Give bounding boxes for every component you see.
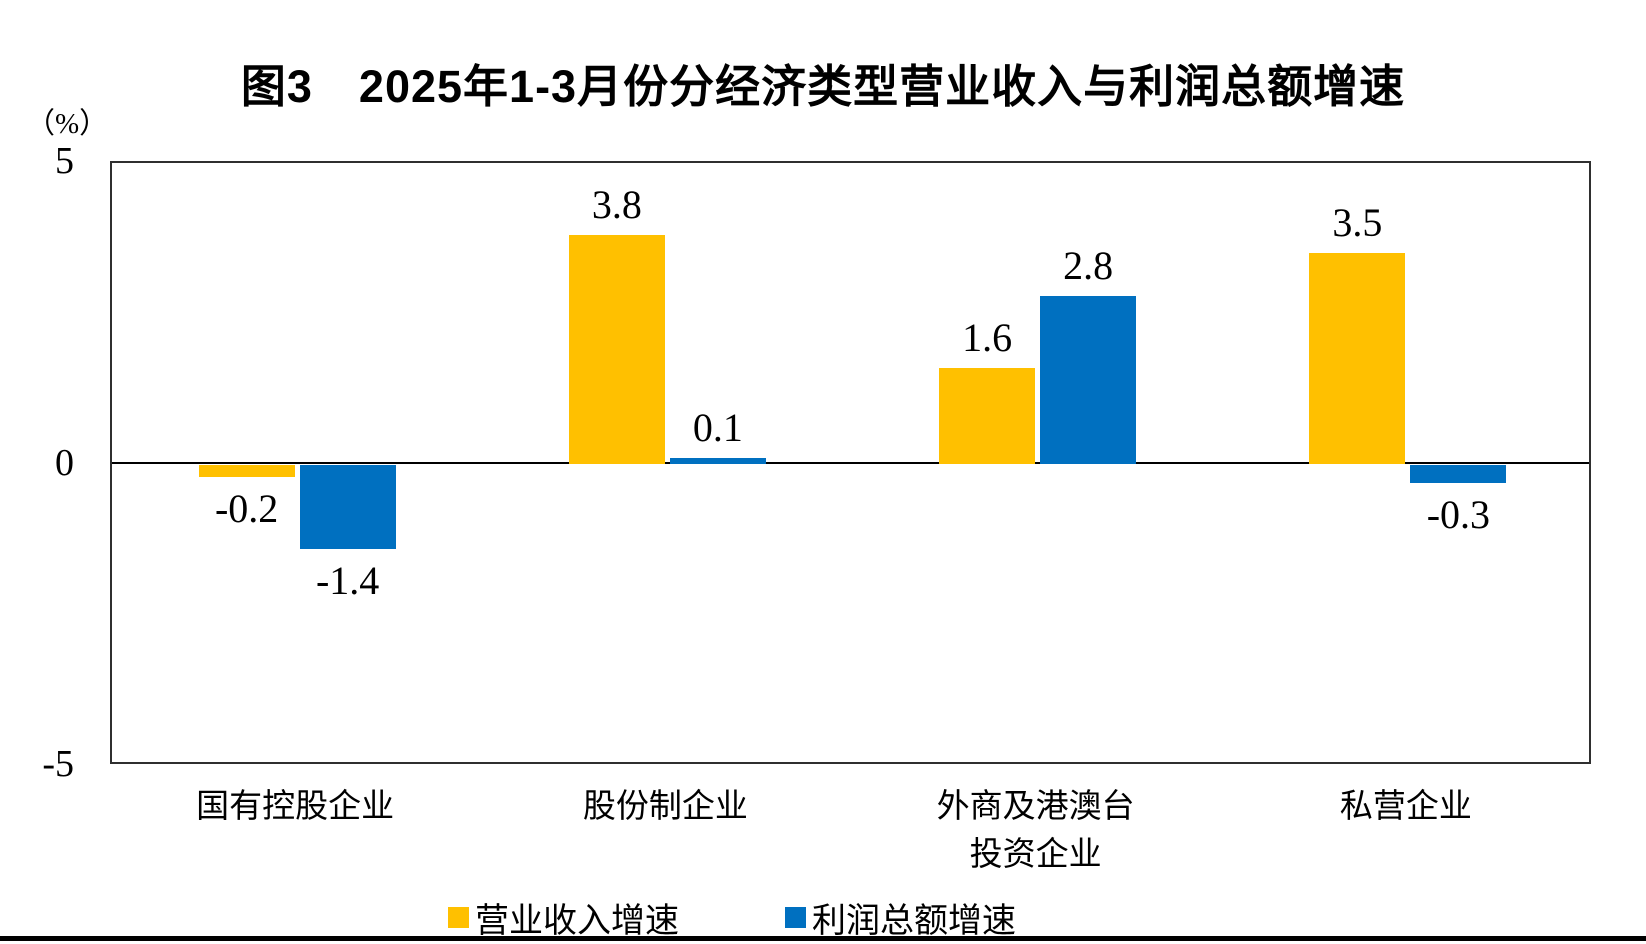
legend-color-swatch-icon <box>785 907 806 928</box>
plot-area: -0.2 3.8 1.6 3.5 -1.4 0.1 2.8 -0.3 <box>110 161 1591 764</box>
x-category-label: 外商及港澳台 投资企业 <box>936 789 1135 873</box>
bar-value-label: 0.1 <box>692 405 743 451</box>
x-category-label: 私营企业 <box>1339 789 1472 825</box>
bottom-border-line <box>0 936 1646 941</box>
bar-value-label: 3.8 <box>591 182 642 228</box>
legend-color-swatch-icon <box>448 907 469 928</box>
bar-total-profit-growth <box>1040 295 1137 465</box>
bar-total-profit-growth <box>1410 464 1507 483</box>
bar-operating-revenue-growth <box>939 368 1036 465</box>
legend: 营业收入增速 利润总额增速 <box>448 893 1016 942</box>
bar-value-label: 2.8 <box>1063 242 1114 288</box>
x-category-label: 股份制企业 <box>582 789 748 825</box>
legend-item-operating-revenue-growth: 营业收入增速 <box>448 893 679 942</box>
y-axis-unit-label: （%） <box>26 108 109 140</box>
bar-operating-revenue-growth <box>1309 253 1406 465</box>
y-tick-label: 0 <box>55 441 74 484</box>
bar-value-label: -1.4 <box>315 557 380 603</box>
bar-operating-revenue-growth <box>568 235 665 465</box>
bar-total-profit-growth <box>669 458 766 465</box>
bar-value-label: -0.2 <box>214 485 279 531</box>
x-category-label: 国有控股企业 <box>196 789 395 825</box>
y-tick-label: 5 <box>55 140 74 182</box>
bar-operating-revenue-growth <box>198 464 295 477</box>
legend-label: 营业收入增速 <box>475 903 679 940</box>
zero-gridline <box>112 462 1589 464</box>
bar-value-label: 1.6 <box>962 315 1013 361</box>
legend-label: 利润总额增速 <box>812 903 1016 940</box>
y-tick-label: -5 <box>42 743 74 785</box>
bar-value-label: -0.3 <box>1426 491 1491 537</box>
bar-total-profit-growth <box>299 464 396 549</box>
legend-item-total-profit-growth: 利润总额增速 <box>785 893 1016 942</box>
chart-title: 图3 2025年1-3月份分经济类型营业收入与利润总额增速 <box>240 61 1406 112</box>
bar-value-label: 3.5 <box>1332 200 1383 246</box>
